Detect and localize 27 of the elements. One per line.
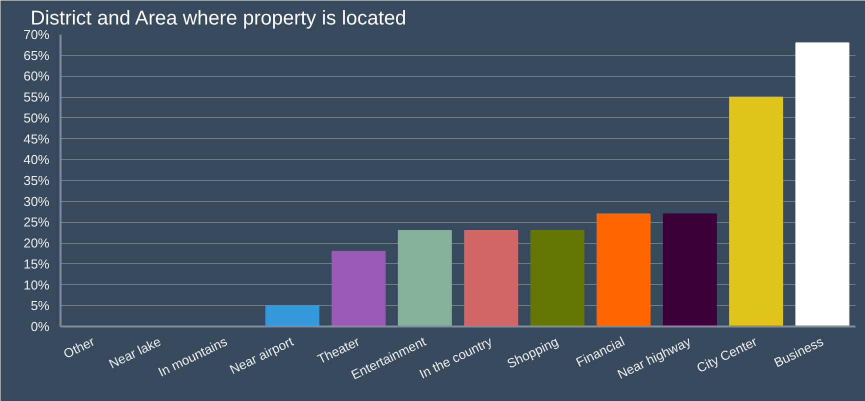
bar	[398, 230, 452, 326]
bar	[729, 96, 784, 326]
chart-title: District and Area where property is located	[30, 8, 406, 30]
y-tick-label: 65%	[23, 48, 50, 63]
y-tick-label: 10%	[23, 277, 50, 292]
y-tick-label: 70%	[23, 27, 50, 42]
x-tick-label: Other	[61, 333, 98, 362]
y-tick-label: 45%	[23, 131, 50, 146]
y-tick-label: 40%	[23, 152, 50, 168]
bar	[332, 250, 386, 326]
bar	[530, 230, 584, 326]
y-tick-label: 30%	[23, 194, 50, 209]
bar	[662, 213, 717, 326]
bar	[265, 305, 320, 326]
y-tick-label: 35%	[23, 173, 50, 188]
x-tick-label: City Center	[694, 333, 760, 376]
y-tick-label: 50%	[23, 110, 50, 126]
y-tick-label: 60%	[23, 68, 50, 84]
bar	[464, 230, 518, 326]
y-tick-label: 25%	[23, 214, 50, 230]
y-tick-label: 0%	[30, 319, 50, 334]
y-tick-label: 55%	[23, 90, 50, 105]
y-tick-label: 5%	[30, 298, 50, 314]
bar	[795, 42, 850, 326]
bar	[596, 213, 651, 326]
y-tick-label: 20%	[23, 236, 50, 251]
y-tick-label: 15%	[23, 256, 50, 272]
